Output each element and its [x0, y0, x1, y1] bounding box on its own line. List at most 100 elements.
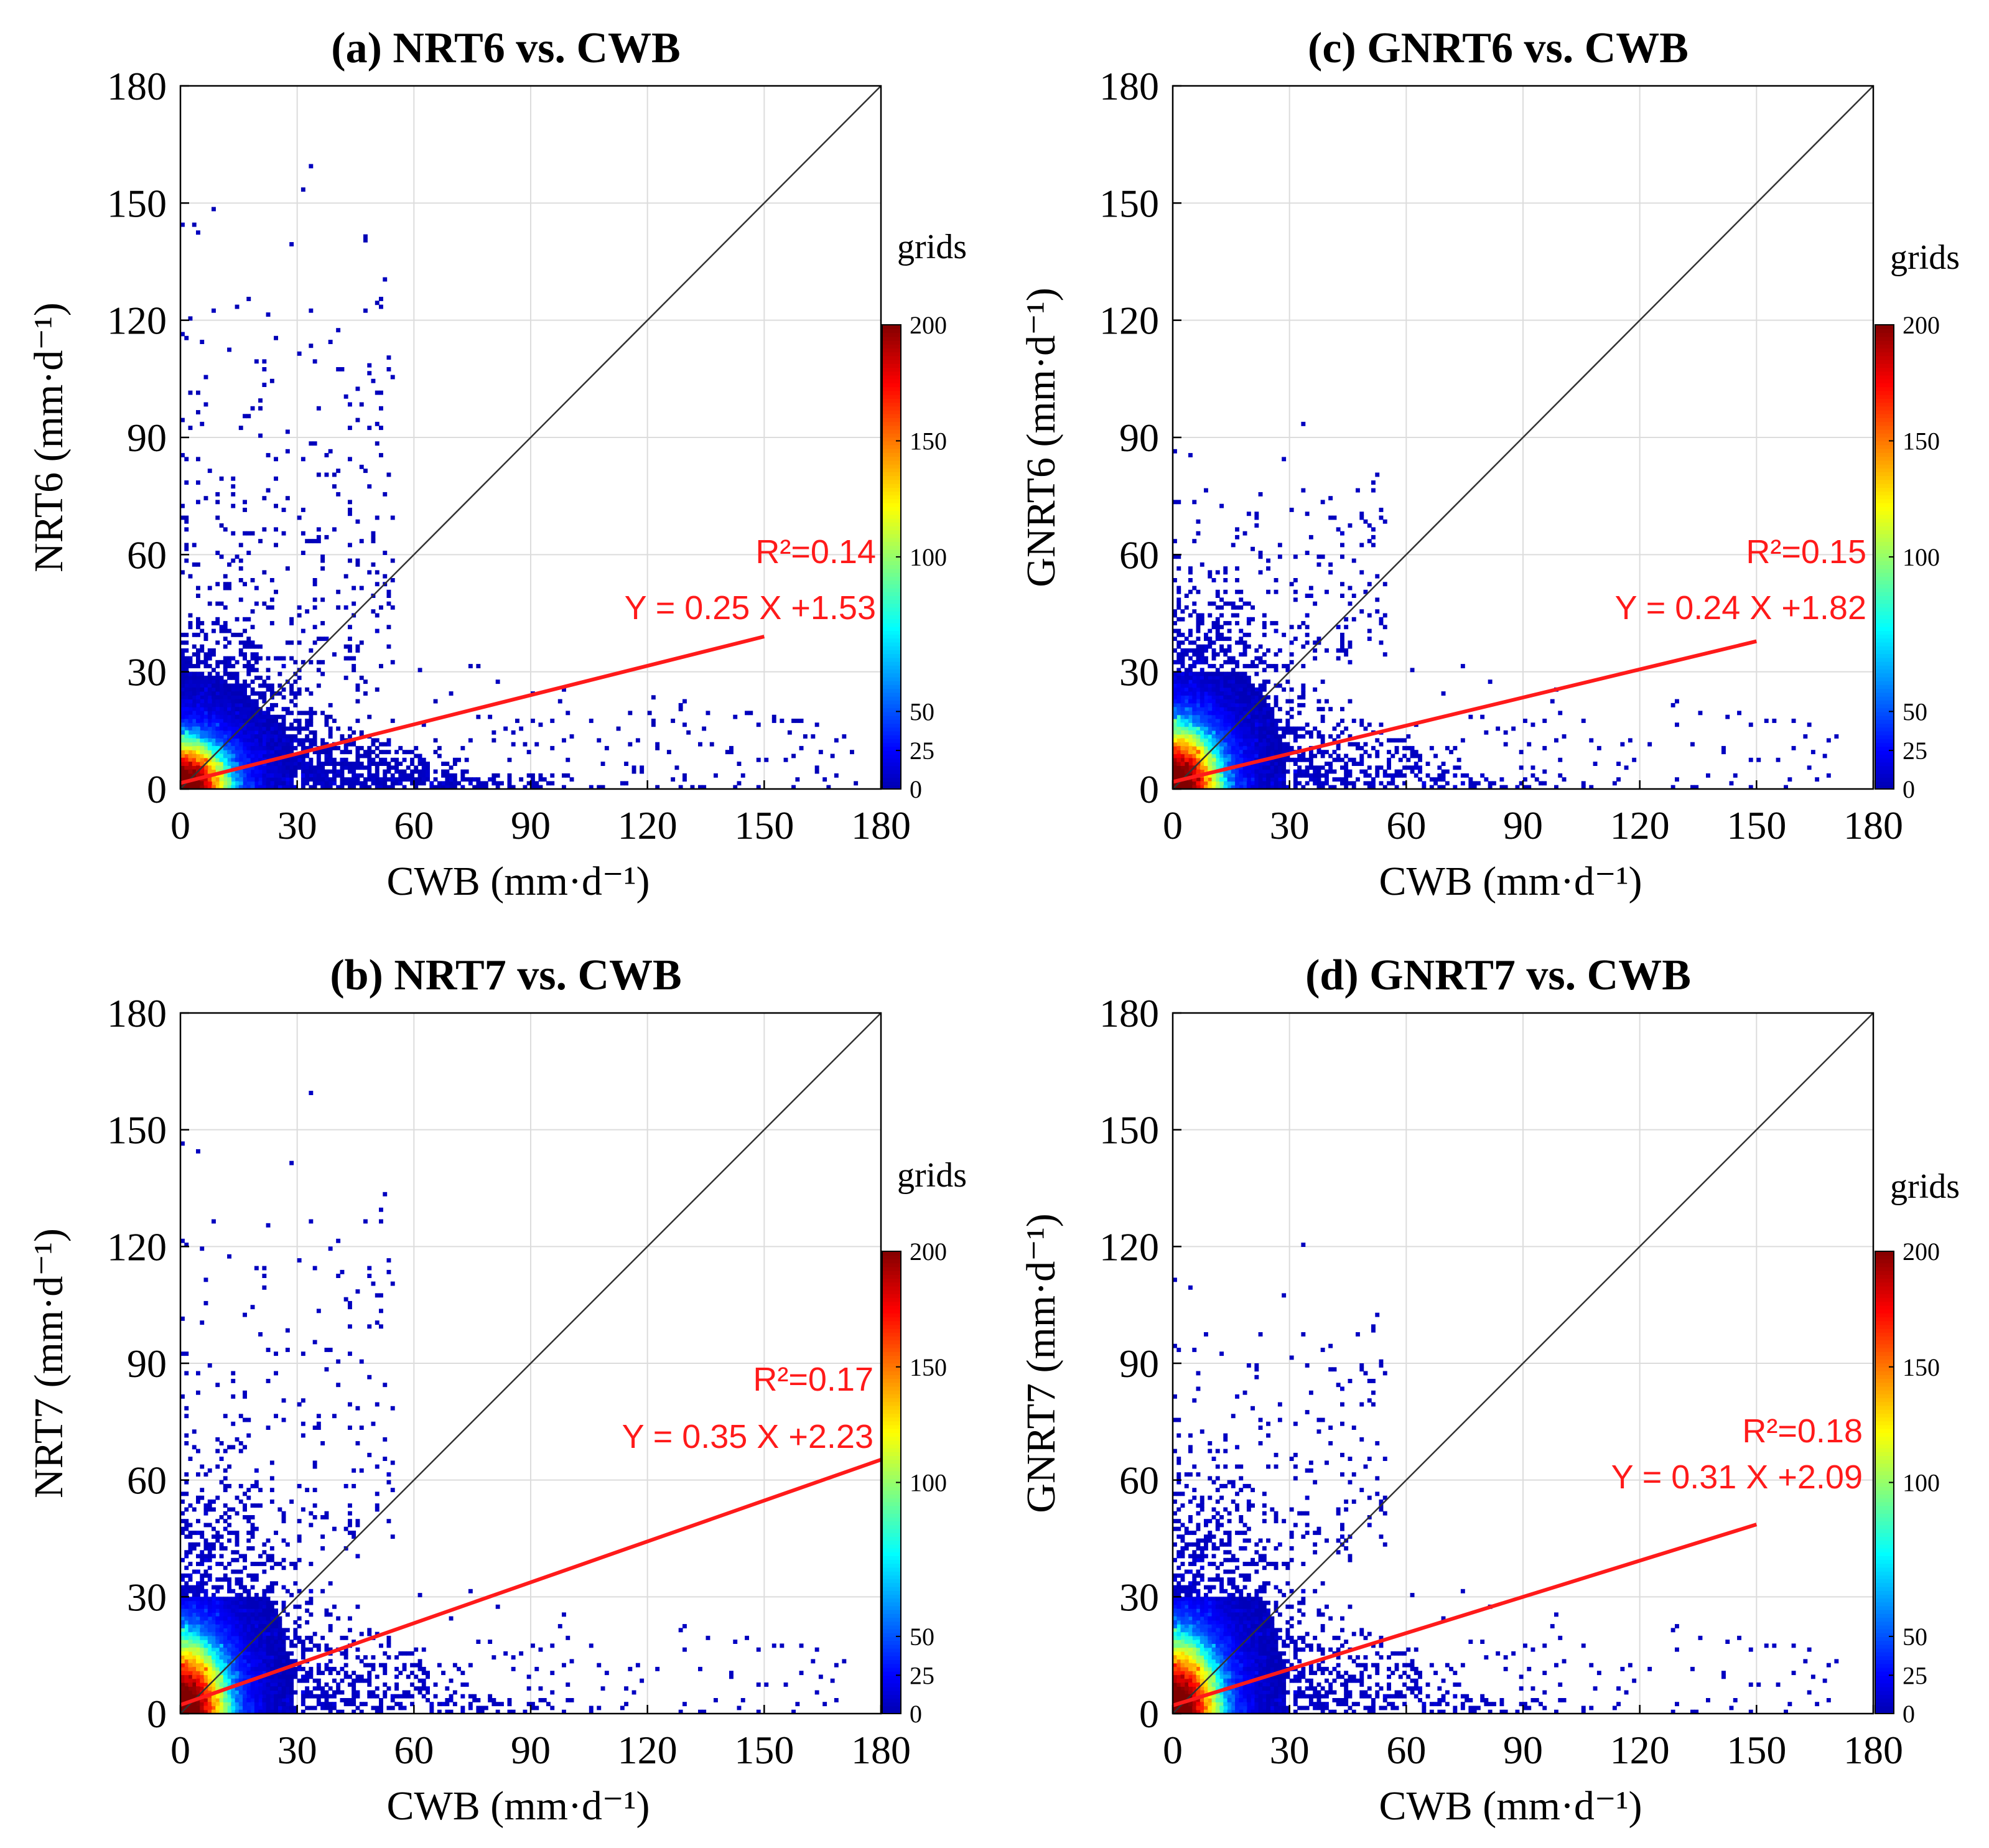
density-cell [352, 586, 356, 590]
density-cell [375, 1293, 380, 1298]
density-cell [375, 628, 380, 633]
density-cell [309, 785, 314, 790]
density-cell [180, 687, 185, 692]
colorbar-segment [1875, 425, 1894, 430]
density-cell [1262, 738, 1267, 743]
colorbar-segment [882, 441, 901, 446]
density-cell [375, 1631, 380, 1636]
colorbar-segment [1875, 402, 1894, 407]
density-cell [289, 750, 294, 755]
colorbar-tick-label: 150 [910, 427, 947, 455]
density-cell [1351, 742, 1356, 747]
density-cell [1274, 719, 1279, 723]
density-cell [332, 484, 337, 489]
density-cell [1332, 785, 1337, 790]
density-cell [180, 1616, 185, 1621]
density-cell [562, 1709, 566, 1714]
density-cell [188, 702, 193, 707]
density-cell [386, 625, 391, 630]
density-cell [379, 304, 383, 309]
density-cell [184, 1631, 189, 1636]
density-cell [1219, 664, 1224, 668]
density-cell [1313, 687, 1318, 692]
density-cell [1305, 640, 1310, 645]
density-cell [783, 757, 788, 762]
density-cell [1188, 570, 1193, 575]
density-cell [1336, 527, 1341, 532]
density-cell [426, 1686, 430, 1691]
density-cell [266, 777, 271, 782]
density-cell [316, 777, 321, 782]
density-cell [285, 1698, 290, 1702]
density-cell [1285, 668, 1290, 673]
density-cell [254, 1503, 259, 1508]
density-cell [289, 1640, 294, 1644]
colorbar-segment [882, 329, 901, 334]
density-cell [258, 719, 263, 723]
density-cell [1293, 637, 1298, 642]
density-cell [289, 742, 294, 747]
density-cell [1460, 773, 1465, 778]
density-cell [258, 757, 263, 762]
density-cell [410, 777, 414, 782]
density-cell [1176, 652, 1181, 657]
density-cell [1184, 769, 1189, 774]
density-cell [223, 1503, 228, 1508]
density-cell [223, 1612, 228, 1617]
density-cell [269, 773, 274, 778]
density-cell [196, 1702, 200, 1707]
density-cell [1737, 711, 1741, 716]
density-cell [243, 1709, 247, 1714]
density-cell [1460, 738, 1465, 743]
density-cell [1192, 699, 1197, 704]
colorbar-segment [1875, 568, 1894, 573]
density-cell [207, 1643, 212, 1648]
density-cell [1258, 745, 1263, 750]
density-cell [243, 628, 247, 633]
density-cell [200, 1647, 205, 1652]
density-cell [336, 762, 341, 766]
density-cell [367, 1628, 372, 1633]
density-cell [269, 702, 274, 707]
density-cell [1274, 578, 1279, 582]
density-cell [1188, 714, 1193, 719]
density-cell [1340, 707, 1344, 712]
density-cell [1173, 730, 1177, 735]
density-cell [231, 503, 236, 508]
density-cell [254, 652, 259, 657]
density-cell [277, 726, 282, 731]
density-cell [1336, 745, 1341, 750]
density-cell [1184, 702, 1189, 707]
density-cell [231, 1709, 236, 1714]
density-cell [243, 762, 247, 766]
density-cell [1293, 578, 1298, 582]
density-cell [200, 628, 205, 633]
density-cell [180, 1557, 185, 1562]
density-cell [262, 1647, 267, 1652]
density-cell [235, 745, 240, 750]
colorbar-segment [882, 750, 901, 755]
density-cell [243, 1640, 247, 1644]
density-cell [1270, 730, 1275, 735]
density-cell [243, 1589, 247, 1594]
density-cell [1239, 750, 1244, 755]
density-cell [266, 1426, 271, 1430]
density-cell [219, 726, 224, 731]
density-cell [1398, 757, 1403, 762]
density-cell [1184, 707, 1189, 712]
density-cell [328, 750, 333, 755]
colorbar-segment [882, 367, 901, 372]
density-cell [379, 1709, 383, 1714]
density-cell [238, 1620, 243, 1625]
density-cell [589, 719, 594, 723]
density-cell [262, 1635, 267, 1640]
density-cell [231, 1531, 236, 1535]
density-cell [1418, 777, 1422, 782]
density-cell [1192, 730, 1197, 735]
density-cell [340, 1678, 345, 1683]
density-cell [1196, 765, 1201, 770]
density-cell [215, 691, 220, 696]
density-cell [480, 1706, 485, 1710]
density-cell [300, 754, 305, 758]
density-cell [309, 1523, 314, 1528]
